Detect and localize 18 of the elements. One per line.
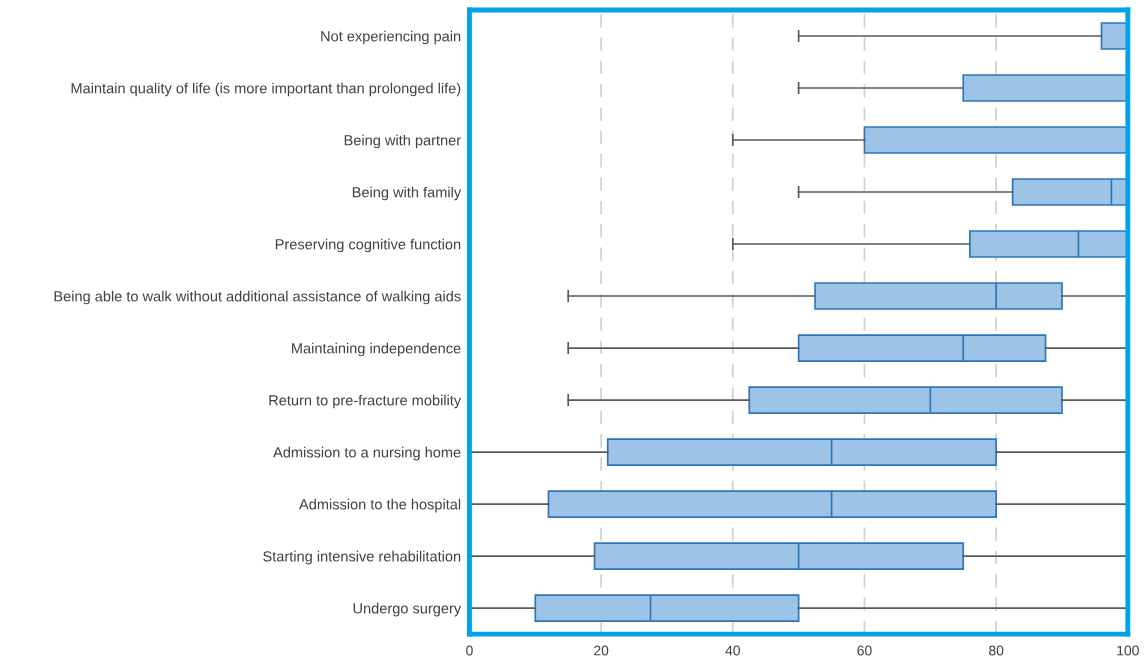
x-tick-label: 0 <box>466 645 473 656</box>
y-tick-label: Being with family <box>352 186 462 201</box>
y-tick-label: Not experiencing pain <box>321 30 461 45</box>
y-tick-label: Preserving cognitive function <box>275 238 461 253</box>
x-tick-label: 100 <box>1117 645 1139 656</box>
x-tick-label: 20 <box>594 645 609 656</box>
y-tick-label: Admission to the hospital <box>299 498 461 513</box>
y-tick-label: Undergo surgery <box>353 602 462 617</box>
x-tick-label: 80 <box>989 645 1004 656</box>
y-tick-label: Return to pre-fracture mobility <box>269 394 462 409</box>
y-tick-label: Maintaining independence <box>292 342 461 357</box>
x-tick-label: 40 <box>725 645 740 656</box>
y-tick-label: Admission to a nursing home <box>273 446 461 461</box>
y-tick-label: Maintain quality of life (is more important than prolonged life) <box>71 82 461 97</box>
y-tick-label: Starting intensive rehabilitation <box>263 550 461 565</box>
x-tick-label: 60 <box>857 645 872 656</box>
y-tick-label: Being able to walk without additional assistance of walking aids <box>54 290 461 305</box>
y-tick-label: Being with partner <box>344 134 461 149</box>
